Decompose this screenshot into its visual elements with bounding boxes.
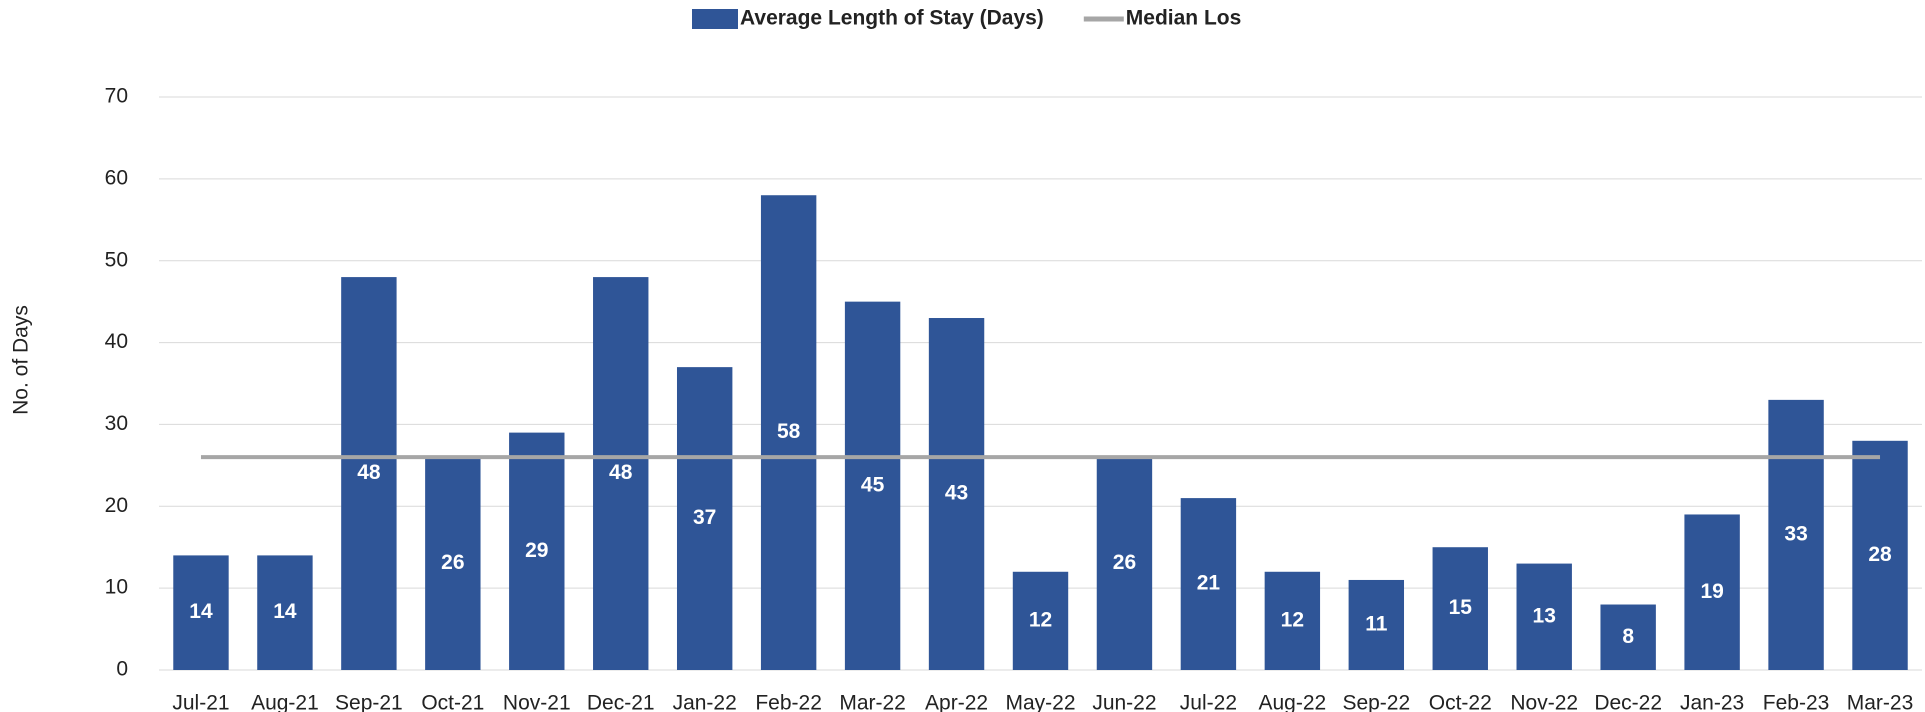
y-axis-label: No. of Days xyxy=(10,305,33,415)
x-tick-label: Apr-22 xyxy=(925,692,988,712)
bar xyxy=(257,555,313,670)
data-label: 29 xyxy=(525,539,548,562)
data-label: 48 xyxy=(609,461,633,484)
bar xyxy=(1180,498,1237,670)
x-tick-label: Jan-22 xyxy=(673,692,737,712)
data-label: 43 xyxy=(945,482,968,505)
bar xyxy=(760,195,817,670)
bar xyxy=(676,367,733,670)
data-label: 15 xyxy=(1449,596,1473,619)
y-tick-label: 20 xyxy=(105,494,128,517)
data-label: 12 xyxy=(1029,608,1052,631)
bar xyxy=(1012,571,1069,670)
legend-swatch xyxy=(692,9,738,29)
bar xyxy=(173,555,229,670)
bar xyxy=(509,432,565,670)
bar xyxy=(341,277,397,670)
x-tick-label: May-22 xyxy=(1005,692,1075,712)
bar xyxy=(1432,547,1488,670)
bar xyxy=(844,301,901,670)
x-tick-label: Mar-23 xyxy=(1847,692,1914,712)
data-label: 12 xyxy=(1281,608,1304,631)
x-tick-label: Nov-21 xyxy=(503,692,571,712)
x-tick-label: Jul-22 xyxy=(1180,692,1237,712)
bar xyxy=(1264,571,1321,670)
x-tick-label: Feb-22 xyxy=(755,692,822,712)
data-label: 14 xyxy=(273,600,297,623)
data-label: 26 xyxy=(1113,551,1136,574)
x-tick-label: Sep-21 xyxy=(335,692,403,712)
y-tick-label: 0 xyxy=(116,658,128,681)
bar xyxy=(1768,399,1824,670)
bar xyxy=(1516,563,1572,670)
data-label: 19 xyxy=(1700,580,1723,603)
data-label: 21 xyxy=(1197,572,1221,595)
bar xyxy=(928,318,985,670)
legend-label: Median Los xyxy=(1126,7,1242,30)
y-tick-label: 70 xyxy=(105,85,128,108)
x-tick-label: Jan-23 xyxy=(1680,692,1744,712)
data-label: 58 xyxy=(777,420,801,443)
bar xyxy=(1852,440,1908,670)
data-label: 14 xyxy=(189,600,213,623)
data-label: 13 xyxy=(1533,604,1556,627)
data-label: 37 xyxy=(693,506,716,529)
y-tick-label: 30 xyxy=(105,412,128,435)
data-label: 45 xyxy=(861,473,885,496)
x-tick-label: Nov-22 xyxy=(1510,692,1578,712)
data-label: 28 xyxy=(1868,543,1892,566)
x-tick-label: Sep-22 xyxy=(1342,692,1410,712)
x-tick-label: Jul-21 xyxy=(172,692,229,712)
data-label: 26 xyxy=(441,551,464,574)
bar xyxy=(1096,457,1153,670)
y-tick-label: 60 xyxy=(105,166,128,189)
x-tick-label: Feb-23 xyxy=(1763,692,1830,712)
x-tick-label: Oct-22 xyxy=(1429,692,1492,712)
y-tick-label: 10 xyxy=(105,576,128,599)
x-tick-label: Aug-22 xyxy=(1258,692,1326,712)
data-label: 8 xyxy=(1622,625,1634,648)
bar xyxy=(593,277,649,670)
bar xyxy=(425,457,481,670)
data-label: 48 xyxy=(357,461,381,484)
bar xyxy=(1684,514,1740,670)
y-tick-label: 40 xyxy=(105,330,128,353)
data-label: 33 xyxy=(1784,522,1807,545)
x-tick-label: Aug-21 xyxy=(251,692,319,712)
y-tick-label: 50 xyxy=(105,248,128,271)
x-tick-label: Mar-22 xyxy=(839,692,906,712)
x-tick-label: Dec-21 xyxy=(587,692,655,712)
x-tick-label: Dec-22 xyxy=(1594,692,1662,712)
bar xyxy=(1348,579,1405,670)
x-tick-label: Oct-21 xyxy=(421,692,484,712)
legend-label: Average Length of Stay (Days) xyxy=(740,7,1044,30)
bar xyxy=(1600,604,1656,670)
x-tick-label: Jun-22 xyxy=(1092,692,1156,712)
data-label: 11 xyxy=(1365,613,1388,636)
